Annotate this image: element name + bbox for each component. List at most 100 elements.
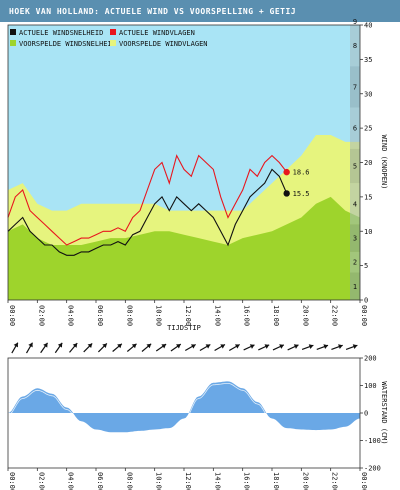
wind-arrow-9 bbox=[141, 343, 152, 352]
tide-plot: -200 -100 0 100 200 WATERSTAND (CM) 00:00 02:00… bbox=[7, 355, 388, 490]
legend: ACTUELE WINDSNELHEID ACTUELE WINDVLAGENVO… bbox=[10, 29, 208, 48]
y-tick-label-15: 15 bbox=[364, 193, 372, 201]
wind-arrow-head-12 bbox=[190, 344, 196, 349]
wind-arrow-8 bbox=[126, 343, 137, 352]
wind-arrow-19 bbox=[287, 344, 299, 351]
x-tick-label-2: 04:00 bbox=[67, 305, 75, 326]
beaufort-band-4 bbox=[350, 183, 360, 225]
legend-label-0: ACTUELE WINDSNELHEID bbox=[19, 29, 103, 37]
beaufort-label-1: 1 bbox=[353, 283, 357, 291]
tide-highlight bbox=[7, 383, 361, 435]
wind-arrow-20 bbox=[301, 344, 314, 350]
wind-arrow-12 bbox=[184, 343, 196, 352]
wind-axis-title: WIND (KNOPEN) bbox=[380, 135, 388, 190]
wind-arrow-13 bbox=[199, 343, 211, 352]
beaufort-band-7 bbox=[350, 66, 360, 108]
tide-area bbox=[8, 381, 360, 433]
wind-arrow-head-2 bbox=[43, 342, 48, 348]
wind-arrow-head-7 bbox=[117, 343, 122, 349]
x-tick-label-7: 14:00 bbox=[213, 305, 221, 326]
legend-swatch-0 bbox=[10, 29, 16, 35]
wind-arrow-head-21 bbox=[323, 344, 329, 350]
tide-x-tick-label-12: 00:00 bbox=[360, 472, 368, 490]
legend-label-3: VOORSPELDE WINDVLAGEN bbox=[119, 40, 208, 48]
y-tick-label-0: 0 bbox=[364, 297, 368, 305]
beaufort-band-1 bbox=[350, 272, 360, 300]
beaufort-label-7: 7 bbox=[353, 83, 357, 91]
actual-gust-line bbox=[7, 154, 288, 246]
wind-arrow-14 bbox=[214, 343, 226, 352]
wind-arrow-head-1 bbox=[28, 342, 33, 348]
x-tick-label-9: 18:00 bbox=[272, 305, 280, 326]
wind-arrow-0 bbox=[11, 342, 19, 354]
wind-arrow-head-14 bbox=[220, 344, 225, 349]
beaufort-band-3 bbox=[350, 224, 360, 252]
x-tick-label-5: 10:00 bbox=[155, 305, 163, 326]
forecast-speed-area bbox=[8, 196, 360, 300]
wind-arrow-head-23 bbox=[352, 344, 358, 350]
wind-arrow-1 bbox=[25, 342, 34, 354]
beaufort-label-9: 9 bbox=[353, 18, 357, 26]
tide-x-tick-label-3: 06:00 bbox=[96, 472, 104, 490]
legend-swatch-2 bbox=[10, 40, 16, 46]
wind-arrow-7 bbox=[112, 343, 123, 352]
tide-x-tick-label-5: 10:00 bbox=[155, 472, 163, 490]
x-tick-label-0: 00:00 bbox=[8, 305, 16, 326]
tide-y-tick-label-100: 100 bbox=[364, 382, 377, 390]
beaufort-label-6: 6 bbox=[353, 125, 357, 133]
y-tick-label-35: 35 bbox=[364, 56, 372, 64]
x-tick-label-11: 22:00 bbox=[331, 305, 339, 326]
beaufort-band-5 bbox=[350, 148, 360, 184]
x-tick-label-4: 08:00 bbox=[125, 305, 133, 326]
tide-x-tick-label-8: 16:00 bbox=[243, 472, 251, 490]
wind-arrow-18 bbox=[272, 344, 285, 351]
tide-x-tick-label-6: 12:00 bbox=[184, 472, 192, 490]
x-axis-title: TIJDSTIP bbox=[167, 324, 201, 332]
wind-arrow-head-19 bbox=[293, 344, 299, 349]
tide-x-tick-label-10: 20:00 bbox=[301, 472, 309, 490]
wind-arrow-10 bbox=[155, 343, 167, 352]
tide-x-tick-label-7: 14:00 bbox=[213, 472, 221, 490]
tide-y-tick-label--100: -100 bbox=[364, 437, 381, 445]
legend-label-1: ACTUELE WINDVLAGEN bbox=[119, 29, 195, 37]
tide-y-tick-label-200: 200 bbox=[364, 355, 377, 363]
actual-gust-marker bbox=[283, 168, 290, 176]
actual-speed-marker bbox=[283, 190, 290, 197]
x-tick-label-8: 16:00 bbox=[243, 305, 251, 326]
x-tick-label-6: 12:00 bbox=[184, 305, 192, 326]
tide-y-tick-label-0: 0 bbox=[364, 410, 368, 418]
legend-label-2: VOORSPELDE WINDSNELHEID bbox=[19, 40, 116, 48]
legend-swatch-1 bbox=[110, 29, 116, 35]
wind-arrow-4 bbox=[69, 342, 78, 353]
x-tick-label-10: 20:00 bbox=[301, 305, 309, 326]
wind-arrow-22 bbox=[331, 344, 343, 350]
wind-arrow-16 bbox=[243, 344, 255, 351]
tide-x-tick-label-11: 22:00 bbox=[331, 472, 339, 490]
y-tick-label-40: 40 bbox=[364, 22, 372, 30]
y-tick-label-20: 20 bbox=[364, 159, 372, 167]
wind-arrow-head-0 bbox=[13, 342, 18, 348]
wind-arrow-head-16 bbox=[249, 344, 255, 349]
wind-arrow-head-17 bbox=[264, 344, 270, 349]
beaufort-label-4: 4 bbox=[353, 200, 357, 208]
annotation-label-1: 15.5 bbox=[293, 190, 310, 198]
title-bar bbox=[0, 0, 400, 22]
beaufort-label-2: 2 bbox=[353, 259, 357, 267]
annotation-label-0: 18.6 bbox=[293, 169, 310, 177]
wind-arrow-head-3 bbox=[57, 342, 63, 348]
x-tick-label-12: 00:00 bbox=[360, 305, 368, 326]
y-tick-label-5: 5 bbox=[364, 262, 368, 270]
wind-arrow-head-10 bbox=[161, 344, 167, 349]
tide-x-tick-label-2: 04:00 bbox=[67, 472, 75, 490]
wind-arrow-head-8 bbox=[131, 343, 137, 349]
wind-arrow-6 bbox=[97, 343, 108, 353]
wind-arrow-21 bbox=[316, 344, 329, 350]
wind-plot: 18.6 15.5 bbox=[7, 135, 360, 300]
beaufort-band-2 bbox=[350, 251, 360, 273]
y-tick-label-10: 10 bbox=[364, 228, 372, 236]
wind-arrow-head-5 bbox=[87, 343, 93, 349]
y-tick-label-25: 25 bbox=[364, 125, 372, 133]
wind-arrow-head-4 bbox=[72, 343, 78, 348]
beaufort-band-8 bbox=[350, 25, 360, 67]
